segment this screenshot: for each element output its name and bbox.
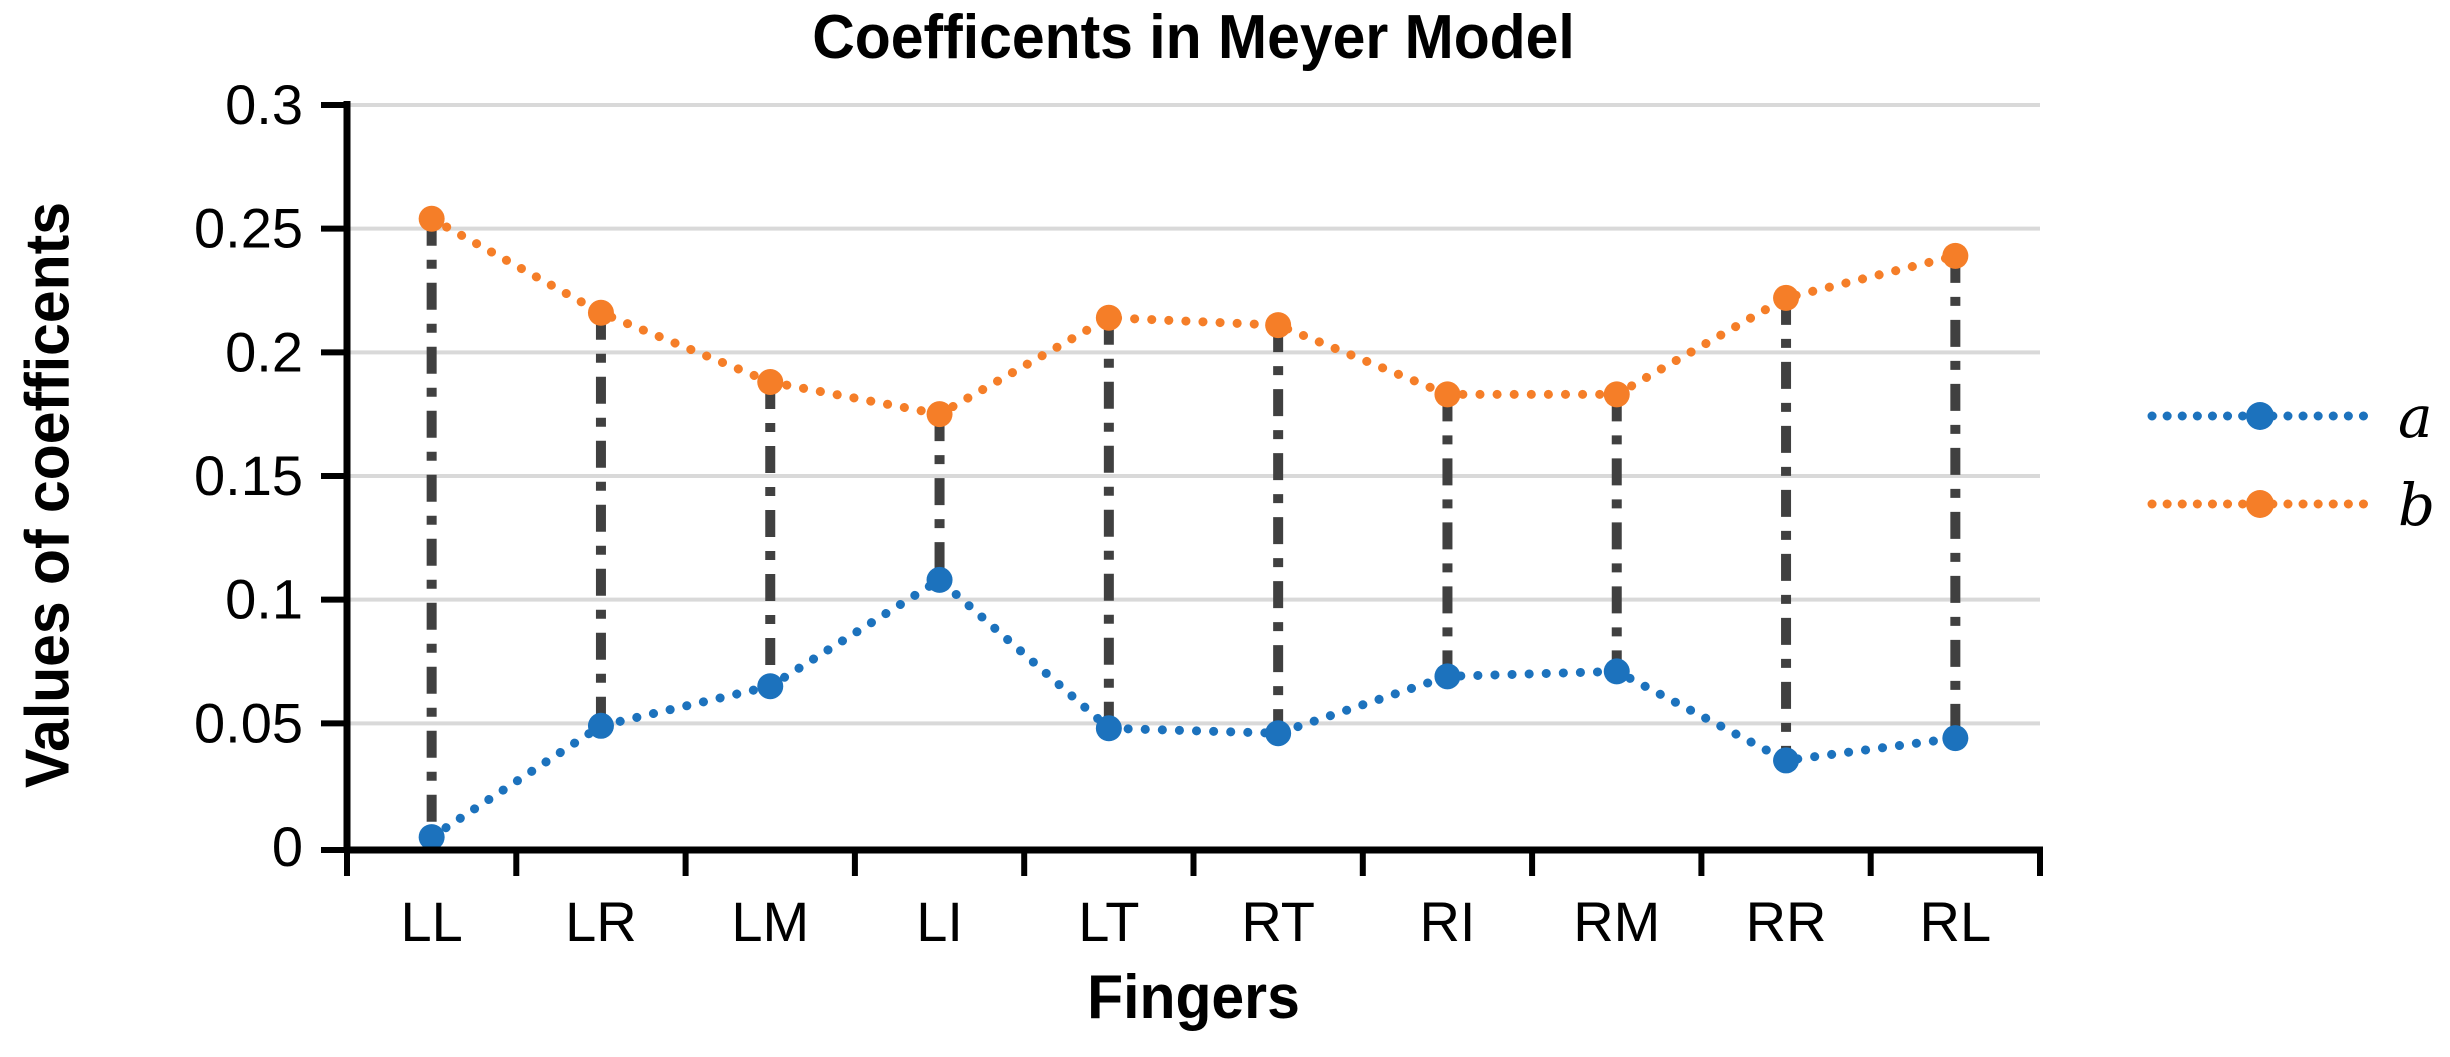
legend-label-b: b [2398,471,2435,539]
series-b-line [427,214,1960,419]
chart-title: Coefficents in Meyer Model [812,3,1575,72]
series-a-marker [587,712,614,739]
x-tick-label: LM [731,890,809,953]
series-b-marker [1434,381,1461,408]
x-tick-label: RR [1746,890,1827,953]
x-tick-label: RI [1419,890,1475,953]
x-tick-label: RL [1920,890,1992,953]
x-tick-label: LL [401,890,463,953]
y-tick-label: 0.15 [194,444,303,507]
series-a-marker [1265,720,1292,747]
x-tick-label: LI [916,890,963,953]
series-b-marker [1942,242,1969,269]
series-a-marker [1942,725,1969,752]
x-axis-title: Fingers [1087,963,1300,1032]
series-b-marker [418,205,445,232]
x-tick-label: RM [1573,890,1660,953]
series-a-marker [1773,747,1800,774]
y-tick-label: 0.2 [225,320,303,383]
series-a-marker [926,566,953,593]
series-a-marker [1603,658,1630,685]
series-b-marker [1095,304,1122,331]
y-tick-label: 0 [272,815,303,878]
y-tick-label: 0.1 [225,568,303,631]
series-b-marker [757,369,784,396]
series-a-marker [1095,715,1122,742]
legend-label-a: a [2398,383,2433,451]
y-tick-label: 0.25 [194,197,303,260]
series-b-marker [1773,284,1800,311]
legend-marker-b [2246,490,2274,518]
series-b-marker [1265,312,1292,339]
series-a-line [427,574,1960,842]
series-b-marker [587,299,614,326]
x-tick-label: LT [1078,890,1139,953]
series-a-marker [757,673,784,700]
series-a-marker [1434,663,1461,690]
series-b-marker [1603,381,1630,408]
y-tick-label: 0.05 [194,691,303,754]
x-tick-label: RT [1241,890,1315,953]
series-b-marker [926,401,953,428]
y-tick-label: 0.3 [225,73,303,136]
series-a-marker [418,824,445,851]
legend-marker-a [2246,402,2274,430]
x-tick-label: LR [565,890,637,953]
